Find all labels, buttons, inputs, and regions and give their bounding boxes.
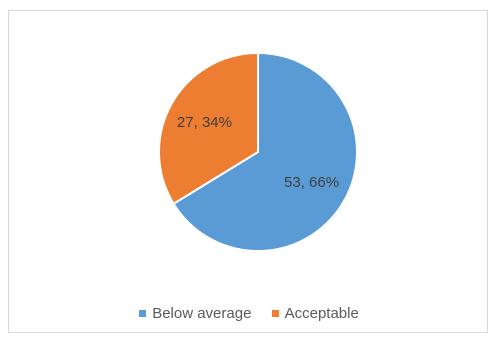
legend-swatch-acceptable bbox=[271, 310, 279, 317]
data-label-below-average: 53, 66% bbox=[284, 174, 339, 191]
chart-area: 53, 66% 27, 34% Below average Acceptable bbox=[8, 10, 488, 333]
legend-swatch-below-average bbox=[139, 310, 147, 317]
pie-chart: 53, 66% 27, 34% bbox=[158, 51, 358, 252]
data-label-acceptable: 27, 34% bbox=[177, 114, 232, 131]
legend-item-acceptable: Acceptable bbox=[271, 305, 359, 322]
pie-slice-acceptable bbox=[158, 51, 259, 206]
pie-slice-below-average bbox=[172, 51, 358, 252]
legend: Below average Acceptable bbox=[9, 304, 489, 322]
legend-item-below-average: Below average bbox=[139, 305, 251, 322]
legend-label-acceptable: Acceptable bbox=[284, 305, 359, 322]
legend-label-below-average: Below average bbox=[152, 305, 252, 322]
